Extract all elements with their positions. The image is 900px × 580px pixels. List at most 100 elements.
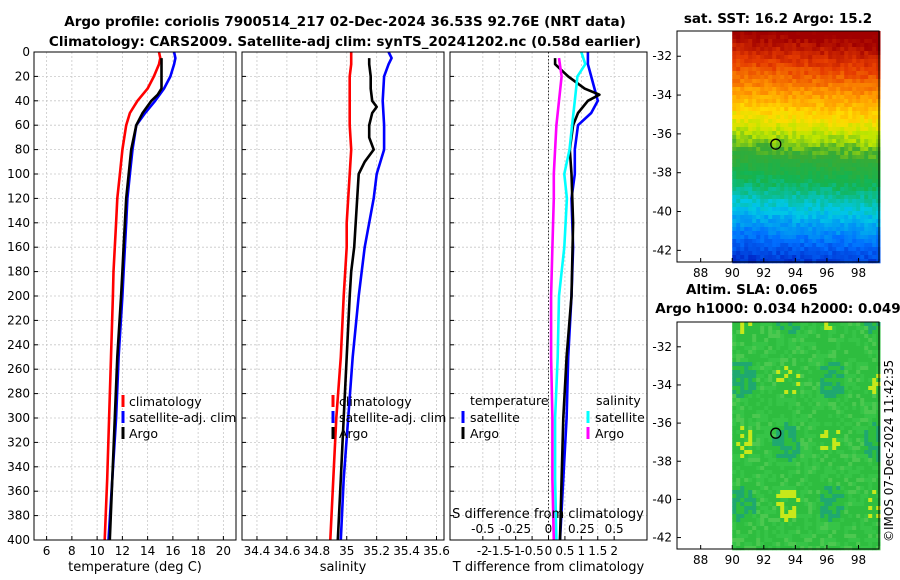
sla-cell: [764, 366, 769, 371]
sst-cell: [736, 163, 741, 168]
sla-cell: [772, 350, 777, 355]
sst-cell: [836, 139, 841, 144]
sst-cell: [760, 255, 765, 260]
sst-cell: [864, 107, 869, 112]
sst-cell: [796, 95, 801, 100]
sst-cell: [732, 131, 737, 136]
sst-cell: [848, 151, 853, 156]
sst-cell: [848, 163, 853, 168]
sla-cell: [868, 514, 873, 519]
sst-cell: [784, 43, 789, 48]
sst-cell: [832, 63, 837, 68]
sst-cell: [816, 231, 821, 236]
sst-cell: [848, 95, 853, 100]
sla-cell: [848, 338, 853, 343]
sst-cell: [792, 215, 797, 220]
sla-cell: [852, 422, 857, 427]
sla-cell: [808, 514, 813, 519]
sst-cell: [756, 159, 761, 164]
sst-cell: [780, 55, 785, 60]
sst-cell: [796, 199, 801, 204]
sst-cell: [792, 75, 797, 80]
sla-cell: [848, 442, 853, 447]
sst-cell: [852, 259, 857, 264]
sla-cell: [772, 538, 777, 543]
sla-cell: [872, 414, 877, 419]
sla-cell: [740, 438, 745, 443]
sst-cell: [756, 219, 761, 224]
sst-cell: [748, 63, 753, 68]
sla-cell: [872, 350, 877, 355]
sst-cell: [756, 191, 761, 196]
sla-cell: [852, 334, 857, 339]
sst-cell: [856, 215, 861, 220]
sla-cell: [816, 526, 821, 531]
sst-cell: [760, 223, 765, 228]
sla-cell: [772, 518, 777, 523]
sst-cell: [748, 247, 753, 252]
sla-cell: [784, 398, 789, 403]
sst-cell: [776, 183, 781, 188]
sst-cell: [816, 87, 821, 92]
sla-cell: [876, 358, 881, 363]
sla-cell: [872, 514, 877, 519]
sla-cell: [788, 354, 793, 359]
sla-cell: [792, 458, 797, 463]
sla-cell: [752, 330, 757, 335]
sst-cell: [828, 203, 833, 208]
sst-cell: [832, 115, 837, 120]
sla-cell: [840, 442, 845, 447]
sla-cell: [800, 458, 805, 463]
sla-cell: [840, 482, 845, 487]
sst-cell: [752, 163, 757, 168]
sla-cell: [760, 490, 765, 495]
sla-cell: [748, 474, 753, 479]
sst-cell: [816, 119, 821, 124]
sst-cell: [864, 55, 869, 60]
sla-cell: [792, 486, 797, 491]
sst-cell: [876, 35, 881, 40]
sla-cell: [760, 518, 765, 523]
sst-cell: [732, 219, 737, 224]
sst-cell: [828, 91, 833, 96]
sla-cell: [876, 354, 881, 359]
sla-cell: [864, 498, 869, 503]
sla-cell: [840, 438, 845, 443]
sla-cell: [732, 498, 737, 503]
sst-cell: [868, 203, 873, 208]
sla-cell: [752, 542, 757, 547]
sla-cell: [832, 474, 837, 479]
sla-cell: [808, 418, 813, 423]
sst-cell: [796, 191, 801, 196]
sla-cell: [860, 398, 865, 403]
sla-cell: [788, 486, 793, 491]
sst-cell: [764, 239, 769, 244]
sla-cell: [732, 458, 737, 463]
sst-cell: [748, 191, 753, 196]
sla-cell: [796, 494, 801, 499]
sst-cell: [828, 103, 833, 108]
sst-cell: [832, 71, 837, 76]
sst-cell: [732, 79, 737, 84]
sst-cell: [768, 67, 773, 72]
sst-cell: [840, 247, 845, 252]
sst-cell: [804, 43, 809, 48]
sst-cell: [788, 111, 793, 116]
sst-cell: [856, 187, 861, 192]
sst-cell: [740, 75, 745, 80]
sla-cell: [816, 510, 821, 515]
sla-cell: [812, 486, 817, 491]
sla-cell: [848, 390, 853, 395]
sst-cell: [816, 191, 821, 196]
sst-cell: [808, 187, 813, 192]
sst-cell: [796, 35, 801, 40]
sst-cell: [824, 243, 829, 248]
map-frame: [676, 321, 880, 550]
sla-cell: [752, 394, 757, 399]
sst-cell: [772, 75, 777, 80]
sla-cell: [776, 326, 781, 331]
sla-cell: [764, 498, 769, 503]
sst-cell: [860, 239, 865, 244]
sla-cell: [876, 474, 881, 479]
sst-cell: [744, 215, 749, 220]
